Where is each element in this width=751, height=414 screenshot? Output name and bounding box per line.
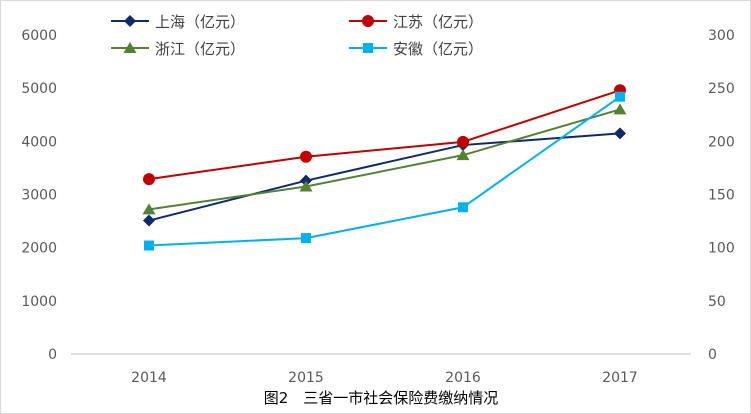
series-lines xyxy=(142,84,627,251)
series-line xyxy=(148,95,621,247)
legend-marker xyxy=(363,43,373,53)
data-point xyxy=(614,127,626,140)
left-axis-tick-label: 0 xyxy=(48,347,57,363)
x-axis-tick-label: 2014 xyxy=(131,370,167,386)
right-axis-tick-label: 100 xyxy=(708,241,735,257)
right-axis-tick-label: 50 xyxy=(708,294,726,310)
data-point xyxy=(456,149,470,161)
right-axis-tick-label: 200 xyxy=(708,134,735,150)
data-point xyxy=(457,135,469,148)
legend-marker xyxy=(362,15,374,27)
data-point xyxy=(299,180,313,192)
x-axis-tick-label: 2015 xyxy=(288,370,324,386)
x-axis-tick-label: 2016 xyxy=(445,370,481,386)
legend-label: 安徽（亿元） xyxy=(393,40,483,58)
data-point xyxy=(300,150,312,163)
data-point xyxy=(143,173,155,186)
series-3 xyxy=(144,91,625,251)
legend-marker xyxy=(124,15,136,27)
series-line xyxy=(148,89,621,181)
legend-entry: 江苏（亿元） xyxy=(349,13,483,31)
data-point xyxy=(613,103,627,115)
data-point xyxy=(301,233,311,244)
left-axis-tick-label: 4000 xyxy=(21,134,57,150)
legend-label: 浙江（亿元） xyxy=(155,40,245,58)
figure-caption: 图2 三省一市社会保险费缴纳情况 xyxy=(264,389,499,407)
series-line xyxy=(148,108,621,211)
legend-entry: 上海（亿元） xyxy=(111,13,245,31)
series-2 xyxy=(142,103,627,215)
x-axis-tick-label: 2017 xyxy=(602,370,638,386)
data-point xyxy=(143,214,155,227)
left-axis-tick-label: 2000 xyxy=(21,241,57,257)
data-point xyxy=(615,91,625,102)
legend-entry: 浙江（亿元） xyxy=(111,40,245,58)
left-axis-tick-label: 1000 xyxy=(21,294,57,310)
legend-entry: 安徽（亿元） xyxy=(349,40,483,58)
left-axis-tick-label: 6000 xyxy=(21,28,57,44)
left-axis-tick-label: 3000 xyxy=(21,188,57,204)
legend-label: 江苏（亿元） xyxy=(393,13,483,31)
series-0 xyxy=(143,127,626,227)
right-axis-tick-label: 150 xyxy=(708,188,735,204)
right-axis-tick-label: 300 xyxy=(708,28,735,44)
left-axis-tick-label: 5000 xyxy=(21,81,57,97)
legend-label: 上海（亿元） xyxy=(155,13,245,31)
data-point xyxy=(144,240,154,251)
right-axis-tick-label: 250 xyxy=(708,81,735,97)
series-line xyxy=(148,132,621,222)
axes: 0 1000 2000 3000 4000 5000 6000 0 50 100 150 200 250… xyxy=(21,28,734,386)
data-point xyxy=(142,203,156,215)
data-point xyxy=(458,202,468,213)
right-axis-tick-label: 0 xyxy=(708,347,717,363)
legend: 上海（亿元） 江苏（亿元） 浙江（亿元） 安徽（亿元） xyxy=(111,13,483,58)
legend-marker xyxy=(123,42,137,53)
